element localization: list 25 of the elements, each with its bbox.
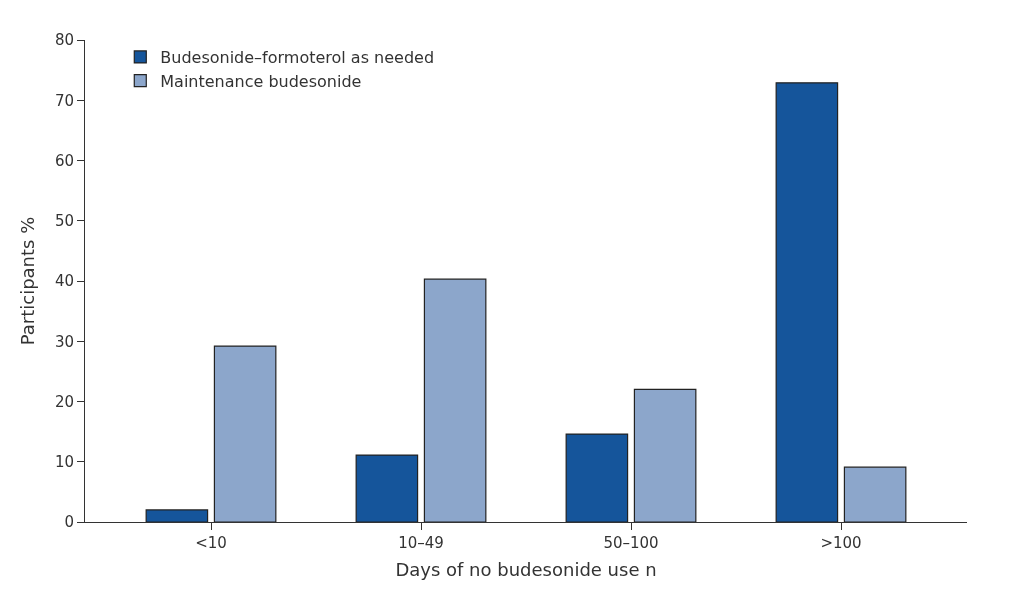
y-tick-label: 50 [54,212,74,230]
y-tick-label: 80 [54,31,74,50]
y-tick-label: 60 [54,151,74,170]
bar [775,82,839,522]
x-tick-label: 50–100 [603,534,659,552]
x-tick-label: 10–49 [398,534,444,552]
bar [423,278,487,522]
y-tick-label: 10 [54,453,74,471]
x-tick-label: <10 [195,534,227,552]
y-tick-label: 0 [64,513,74,532]
bar [355,454,419,522]
y-tick-label: 20 [54,392,74,411]
y-tick-label: 40 [54,272,74,291]
bar [145,509,209,522]
x-tick-label: >100 [820,534,862,552]
legend-label: Maintenance budesonide [160,71,362,91]
y-axis-title: Participants % [17,216,39,346]
bar [213,345,277,522]
legend-label: Budesonide–formoterol as needed [160,48,435,68]
y-tick-label: 70 [54,91,74,110]
y-tick-label: 30 [54,332,74,351]
bar [843,466,907,522]
bar [565,433,629,522]
bar [633,388,697,522]
x-axis-title: Days of no budesonide use n [395,559,657,581]
